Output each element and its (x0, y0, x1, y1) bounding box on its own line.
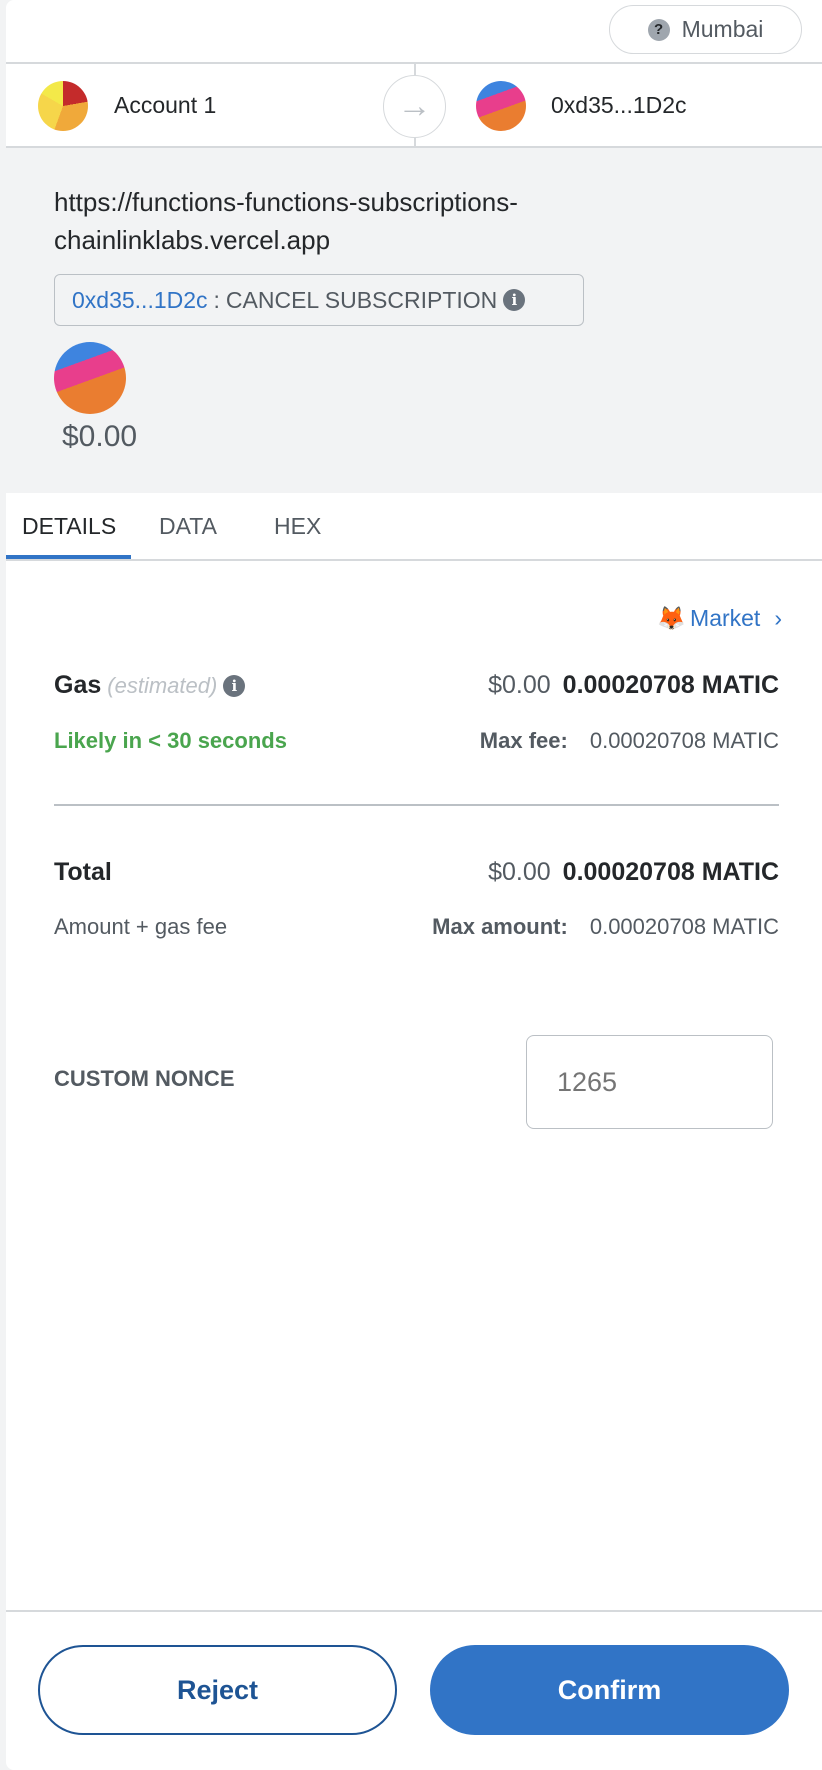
total-sub: Amount + gas fee (54, 914, 228, 939)
gas-usd: $0.00 (488, 671, 551, 699)
max-fee-value: 0.00020708 MATIC (589, 728, 779, 753)
confirm-transaction-panel: ? Mumbai Account 1 → 0xd35...1D2c https:… (6, 0, 822, 1770)
gas-title: Gas (54, 671, 102, 699)
from-account-name[interactable]: Account 1 (114, 92, 217, 118)
divider (6, 559, 822, 561)
tab-hex[interactable]: HEX (274, 512, 322, 539)
question-icon: ? (647, 18, 670, 41)
origin-line: https://functions-functions-subscription… (54, 187, 518, 217)
tab-data[interactable]: DATA (159, 512, 217, 539)
max-amount: Max amount: 0.00020708 MATIC (432, 914, 779, 940)
active-tab-indicator (6, 555, 131, 559)
info-icon[interactable]: i (503, 289, 526, 311)
gas-label: Gas (estimated) i (54, 671, 246, 700)
divider (6, 146, 822, 148)
network-label: Mumbai (681, 16, 764, 42)
total-matic: 0.00020708 MATIC (562, 858, 779, 886)
to-address[interactable]: 0xd35...1D2c (551, 92, 687, 118)
fox-icon: 🦊 (657, 605, 687, 631)
max-fee-label: Max fee: (479, 728, 568, 753)
info-icon[interactable]: i (223, 674, 246, 697)
network-selector[interactable]: ? Mumbai (609, 5, 802, 54)
reject-button[interactable]: Reject (38, 1645, 397, 1735)
method-chip: 0xd35...1D2c : CANCEL SUBSCRIPTION i (54, 274, 584, 326)
contract-avatar (54, 342, 126, 414)
chevron-right-icon: › (774, 605, 782, 631)
max-amount-label: Max amount: (432, 914, 568, 939)
gas-amount: $0.00 0.00020708 MATIC (488, 671, 779, 700)
custom-nonce-label: CUSTOM NONCE (54, 1066, 235, 1091)
total-amount: $0.00 0.00020708 MATIC (488, 858, 779, 887)
divider (6, 1610, 822, 1612)
total-label: Total (54, 858, 112, 886)
origin-line: chainlinklabs.vercel.app (54, 225, 331, 255)
max-amount-value: 0.00020708 MATIC (589, 914, 779, 939)
custom-nonce-input[interactable] (526, 1035, 773, 1129)
market-button[interactable]: 🦊 Market › (657, 605, 782, 632)
to-avatar (476, 81, 526, 131)
divider (54, 804, 779, 806)
confirm-button[interactable]: Confirm (430, 1645, 789, 1735)
origin-url: https://functions-functions-subscription… (54, 183, 518, 259)
gas-timing: Likely in < 30 seconds (54, 728, 287, 753)
contract-address-link[interactable]: 0xd35...1D2c (72, 286, 208, 313)
market-label: Market (690, 605, 761, 631)
summary-section (6, 148, 822, 493)
arrow-right-icon: → (383, 75, 446, 138)
tab-details[interactable]: DETAILS (22, 512, 117, 539)
from-avatar (38, 81, 88, 131)
gas-matic: 0.00020708 MATIC (562, 671, 779, 699)
max-fee: Max fee: 0.00020708 MATIC (480, 728, 779, 754)
gas-estimated: (estimated) (107, 672, 218, 698)
method-name: CANCEL SUBSCRIPTION (225, 286, 498, 313)
total-usd: $0.00 (488, 858, 551, 886)
separator: : (213, 286, 220, 313)
value-usd: $0.00 (62, 420, 138, 453)
